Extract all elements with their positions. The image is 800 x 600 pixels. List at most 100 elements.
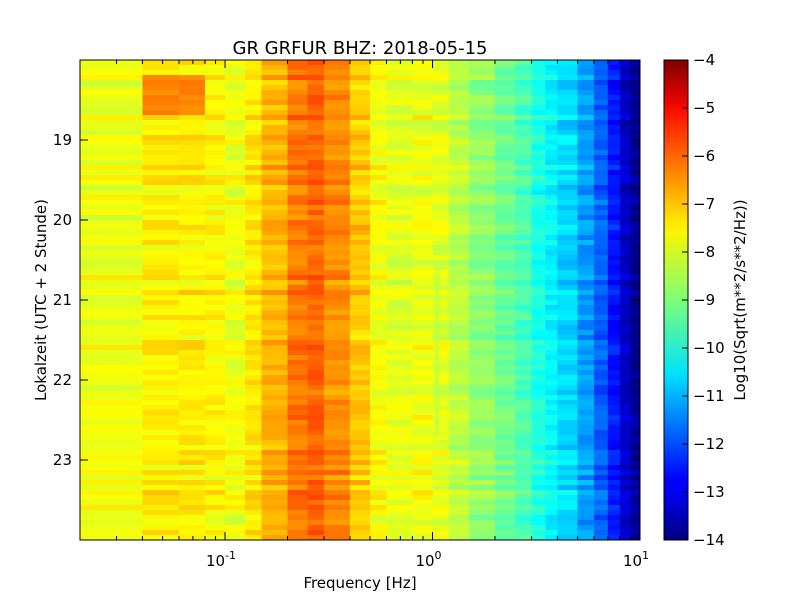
heatmap-cell [531,90,546,96]
heatmap-cell [607,315,621,321]
heatmap-cell [577,295,595,301]
heatmap-cell [179,470,206,476]
heatmap-cell [593,160,609,166]
heatmap-cell [245,530,263,536]
heatmap-cell [142,530,180,536]
heatmap-cell [577,365,595,371]
heatmap-cell [142,370,180,376]
heatmap-cell [545,130,559,136]
heatmap-cell [142,230,180,236]
heatmap-cell [204,120,226,126]
heatmap-cell [349,365,371,371]
heatmap-cell [577,495,595,501]
heatmap-cell [494,410,516,416]
heatmap-cell [630,450,640,456]
heatmap-cell [245,90,263,96]
heatmap-cell [225,335,246,341]
heatmap-cell [370,260,388,266]
heatmap-cell [386,290,413,296]
heatmap-cell [607,165,621,171]
heatmap-cell [307,365,325,371]
heatmap-cell [531,530,546,536]
heatmap-cell [469,140,496,146]
heatmap-cell [349,525,371,531]
heatmap-cell [349,175,371,181]
heatmap-cell [386,415,413,421]
heatmap-cell [469,405,496,411]
heatmap-cell [370,205,388,211]
heatmap-cell [349,475,371,481]
heatmap-cell [607,115,621,121]
heatmap-cell [307,500,325,506]
heatmap-cell [225,355,246,361]
heatmap-cell [386,525,413,531]
heatmap-cell [179,290,206,296]
heatmap-cell [619,365,632,371]
heatmap-cell [142,95,180,101]
heatmap-cell [515,110,533,116]
heatmap-cell [261,430,289,436]
heatmap-cell [531,205,546,211]
heatmap-cell [515,175,533,181]
heatmap-cell [515,405,533,411]
heatmap-cell [370,315,388,321]
heatmap-cell [593,340,609,346]
heatmap-cell [593,195,609,201]
heatmap-cell [307,80,325,86]
heatmap-cell [142,210,180,216]
heatmap-cell [386,305,413,311]
heatmap-cell [179,150,206,156]
heatmap-cell [225,400,246,406]
heatmap-cell [245,85,263,91]
heatmap-cell [386,470,413,476]
heatmap-cell [204,445,226,451]
heatmap-cell [448,130,470,136]
heatmap-cell [557,145,579,151]
heatmap-cell [349,430,371,436]
heatmap-cell [515,250,533,256]
heatmap-cell [412,175,434,181]
heatmap-cell [630,120,640,126]
heatmap-cell [557,445,579,451]
heatmap-cell [469,180,496,186]
heatmap-cell [261,475,289,481]
colorbar-tick-label: −12 [693,435,725,453]
heatmap-cell [261,65,289,71]
heatmap-cell [80,205,144,211]
heatmap-cell [179,460,206,466]
heatmap-cell [577,240,595,246]
heatmap-cell [469,415,496,421]
heatmap-cell [142,200,180,206]
heatmap-cell [494,155,516,161]
heatmap-cell [225,385,246,391]
heatmap-cell [307,300,325,306]
heatmap-cell [577,515,595,521]
heatmap-cell [577,510,595,516]
heatmap-cell [515,295,533,301]
heatmap-cell [515,130,533,136]
heatmap-cell [432,150,450,156]
heatmap-cell [469,370,496,376]
heatmap-cell [593,475,609,481]
heatmap-cell [531,390,546,396]
heatmap-cell [245,450,263,456]
heatmap-cell [80,425,144,431]
heatmap-cell [386,60,413,66]
heatmap-cell [545,145,559,151]
heatmap-cell [142,360,180,366]
heatmap-cell [179,490,206,496]
heatmap-cell [307,85,325,91]
heatmap-cell [179,505,206,511]
heatmap-cell [531,495,546,501]
heatmap-cell [349,480,371,486]
heatmap-cell [531,405,546,411]
heatmap-cell [531,280,546,286]
heatmap-cell [494,370,516,376]
heatmap-cell [370,190,388,196]
heatmap-cell [261,530,289,536]
heatmap-cell [469,205,496,211]
heatmap-cell [448,385,470,391]
heatmap-cell [619,180,632,186]
heatmap-cell [607,285,621,291]
heatmap-cell [619,535,632,540]
